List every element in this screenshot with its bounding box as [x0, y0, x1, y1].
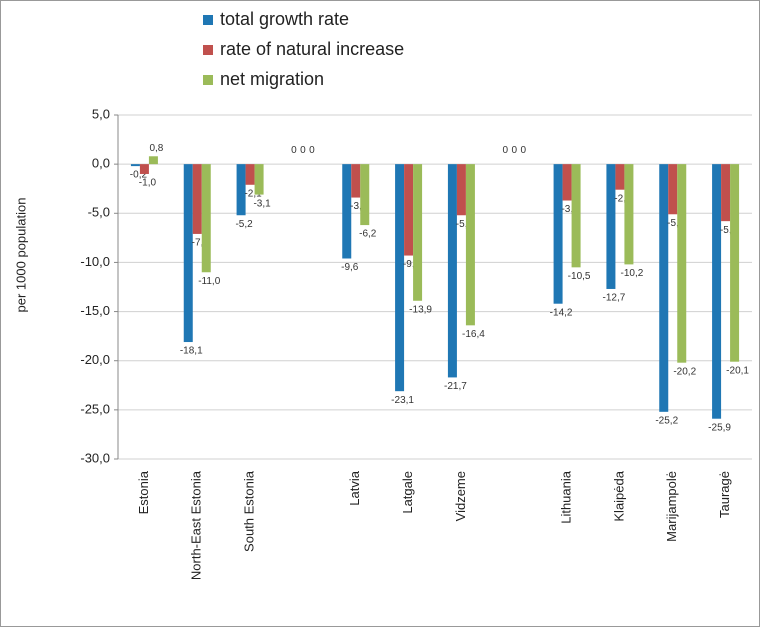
y-tick-label: 0,0 — [92, 156, 110, 171]
value-label: -7,1 — [192, 238, 210, 249]
y-tick-label: 5,0 — [92, 106, 110, 121]
y-tick-label: -20,0 — [80, 352, 110, 367]
value-label: -21,7 — [444, 381, 467, 392]
value-label: -12,7 — [603, 293, 626, 304]
value-label: -13,9 — [409, 304, 432, 315]
bar — [659, 164, 669, 412]
legend-label: rate of natural increase — [220, 39, 404, 59]
value-label: 0 — [502, 145, 508, 156]
value-label: -6,2 — [359, 229, 377, 240]
x-tick-label: North-East Estonia — [189, 470, 204, 580]
value-label: 0 — [291, 145, 297, 156]
bar — [553, 164, 563, 304]
bar — [730, 164, 740, 362]
bar — [245, 164, 255, 185]
bar — [562, 164, 572, 201]
y-tick-label: -25,0 — [80, 401, 110, 416]
bar — [721, 164, 731, 222]
bar — [192, 164, 202, 234]
x-tick-label: Tauragė — [717, 471, 732, 518]
bar — [447, 164, 457, 378]
value-label: -5,2 — [235, 219, 253, 230]
bar — [404, 164, 414, 256]
bar — [183, 164, 193, 343]
value-label: -16,4 — [462, 329, 485, 340]
x-tick-label: South Estonia — [242, 470, 257, 552]
bar — [615, 164, 625, 190]
bar — [677, 164, 687, 363]
value-label: -0,2 — [130, 170, 148, 181]
bar — [395, 164, 405, 392]
y-tick-label: -30,0 — [80, 450, 110, 465]
value-label: -1,0 — [139, 178, 157, 189]
bar — [606, 164, 616, 289]
value-label: -20,2 — [673, 366, 696, 377]
value-label: 0 — [520, 145, 526, 156]
value-label: 0 — [300, 145, 306, 156]
value-label: -25,2 — [655, 415, 678, 426]
bar — [571, 164, 581, 268]
value-label: -3,4 — [350, 201, 368, 212]
value-label: -11,0 — [198, 276, 220, 287]
x-tick-label: Marijampolė — [664, 471, 679, 542]
value-label: -2,1 — [244, 188, 262, 199]
y-tick-label: -5,0 — [88, 205, 110, 220]
value-label: -10,2 — [621, 268, 644, 279]
y-tick-label: -10,0 — [80, 254, 110, 269]
x-tick-label: Latvia — [347, 470, 362, 505]
bar — [254, 164, 264, 195]
legend-label: net migration — [220, 69, 324, 89]
value-label: -23,1 — [391, 395, 414, 406]
legend-swatch — [203, 75, 213, 85]
bar — [465, 164, 475, 326]
bar — [201, 164, 211, 273]
legend-label: total growth rate — [220, 9, 349, 29]
bar — [668, 164, 678, 215]
bar — [351, 164, 361, 198]
value-label: 0 — [511, 145, 517, 156]
legend-swatch — [203, 45, 213, 55]
bar — [712, 164, 722, 419]
bar — [360, 164, 370, 226]
bar — [413, 164, 423, 301]
bar — [456, 164, 466, 216]
value-label: -9,3 — [403, 259, 421, 270]
x-tick-label: Latgale — [400, 471, 415, 514]
value-label: -14,2 — [550, 307, 573, 318]
value-label: -3,1 — [253, 198, 271, 209]
bar — [342, 164, 352, 259]
bar — [139, 164, 149, 174]
value-label: -18,1 — [180, 346, 203, 357]
value-label: -5,1 — [667, 218, 685, 229]
value-label: -10,5 — [568, 271, 591, 282]
y-axis-label: per 1000 population — [13, 198, 28, 313]
y-tick-label: -15,0 — [80, 303, 110, 318]
x-tick-label: Vidzeme — [453, 471, 468, 521]
value-label: -2,6 — [614, 193, 632, 204]
value-label: -20,1 — [726, 365, 749, 376]
x-tick-label: Klaipėda — [611, 470, 626, 521]
value-label: 0,8 — [149, 143, 163, 154]
value-label: -5,8 — [720, 225, 738, 236]
value-label: -9,6 — [341, 262, 359, 273]
value-label: 0 — [309, 145, 315, 156]
bar — [236, 164, 246, 216]
value-label: -3,7 — [561, 204, 579, 215]
bar — [130, 164, 140, 167]
bar — [148, 156, 158, 165]
x-tick-label: Lithuania — [559, 470, 574, 524]
value-label: -5,2 — [456, 219, 474, 230]
legend-swatch — [203, 15, 213, 25]
value-label: -25,9 — [708, 422, 731, 433]
bar — [624, 164, 634, 265]
x-tick-label: Estonia — [136, 470, 151, 514]
